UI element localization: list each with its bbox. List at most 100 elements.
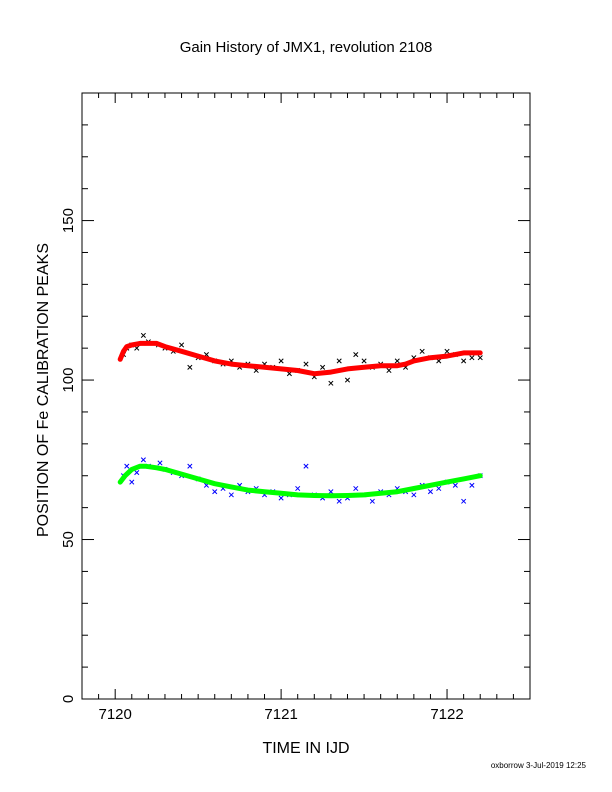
- data-point: [124, 463, 130, 469]
- data-point: [469, 482, 475, 488]
- data-point: [140, 332, 146, 338]
- fit-point: [444, 479, 450, 485]
- data-point: [157, 460, 163, 466]
- fit-point: [124, 344, 129, 349]
- fit-point: [117, 479, 123, 485]
- fit-point: [142, 341, 148, 346]
- fit-point: [411, 358, 417, 364]
- fit-point: [395, 489, 400, 494]
- y-tick-label: 100: [60, 368, 77, 393]
- fit-point: [295, 492, 300, 498]
- fit-point: [461, 350, 466, 356]
- fit-point: [162, 344, 168, 349]
- fit-point: [378, 363, 383, 368]
- fit-point: [121, 349, 126, 354]
- y-tick-label: 150: [60, 208, 77, 233]
- axis-ticks: [81, 92, 531, 700]
- fit-point: [444, 353, 450, 359]
- chart-title: Gain History of JMX1, revolution 2108: [180, 39, 433, 56]
- data-point: [469, 355, 475, 361]
- fit-point: [179, 349, 184, 354]
- data-point: [394, 358, 400, 364]
- data-point: [328, 489, 334, 495]
- data-point: [278, 358, 284, 364]
- data-point: [336, 358, 342, 364]
- fit-point: [212, 358, 217, 364]
- data-point: [187, 463, 193, 469]
- data-point: [303, 361, 309, 367]
- fit-point: [154, 465, 159, 470]
- data-point: [179, 342, 185, 348]
- fit-line: [117, 463, 483, 499]
- fit-point: [361, 365, 367, 370]
- data-point: [134, 469, 140, 476]
- fit-point: [345, 493, 350, 498]
- data-point: [452, 482, 458, 488]
- series-layer: [117, 332, 483, 504]
- y-tick-label: 50: [60, 531, 77, 548]
- data-point: [212, 489, 218, 495]
- fit-point: [295, 368, 300, 373]
- fit-point: [478, 473, 483, 478]
- data-point: [353, 485, 359, 492]
- fit-point: [129, 342, 134, 348]
- fit-point: [478, 350, 483, 356]
- fit-point: [428, 355, 433, 360]
- data-point: [344, 377, 351, 383]
- data-point: [369, 498, 375, 504]
- series-fit-lower: [117, 463, 483, 499]
- data-point: [140, 457, 146, 463]
- x-tick-label: 7120: [98, 706, 131, 723]
- fit-point: [195, 476, 201, 482]
- data-point: [411, 492, 417, 498]
- fit-point: [378, 491, 383, 496]
- plot-frame: [81, 92, 531, 700]
- x-tick-labels: 7120 7121 7122: [98, 706, 463, 723]
- fit-point: [245, 363, 251, 368]
- fit-point: [395, 363, 400, 368]
- fit-point: [195, 353, 201, 359]
- series-fit-upper: [117, 340, 483, 377]
- fit-point: [461, 476, 466, 482]
- fit-point: [312, 371, 317, 376]
- fit-point: [179, 471, 184, 477]
- fit-point: [262, 365, 267, 370]
- x-tick-label: 7122: [430, 706, 463, 723]
- x-axis-label: TIME IN IJD: [262, 740, 349, 757]
- fit-point: [212, 481, 217, 486]
- fit-point: [162, 467, 168, 472]
- data-point: [427, 489, 433, 495]
- fit-point: [278, 366, 284, 372]
- data-point: [461, 358, 467, 364]
- y-axis-label: POSITION OF Fe CALIBRATION PEAKS: [35, 243, 52, 537]
- data-point: [361, 358, 367, 364]
- x-tick-label: 7121: [264, 706, 297, 723]
- fit-point: [428, 483, 433, 488]
- data-point: [336, 498, 342, 504]
- fit-point: [312, 493, 317, 498]
- fit-point: [137, 463, 143, 469]
- y-tick-labels: 0 50 100 150: [60, 208, 77, 703]
- fit-point: [361, 492, 367, 498]
- data-point: [386, 367, 392, 374]
- fit-point: [229, 484, 234, 490]
- data-point: [353, 351, 359, 358]
- data-point: [320, 364, 326, 370]
- data-point: [295, 485, 301, 492]
- data-point: [187, 364, 193, 370]
- data-point: [436, 485, 442, 492]
- data-point: [228, 492, 234, 498]
- y-tick-label: 0: [60, 695, 77, 703]
- fit-point: [403, 361, 408, 367]
- fit-point: [142, 463, 148, 469]
- data-point: [444, 348, 450, 354]
- data-point: [328, 380, 334, 386]
- footer-credit: oxborrow 3-Jul-2019 12:25: [491, 761, 587, 770]
- data-point: [419, 348, 425, 354]
- fit-point: [411, 486, 417, 491]
- fit-point: [137, 341, 143, 346]
- data-point: [129, 479, 135, 485]
- data-point: [303, 463, 309, 469]
- fit-line: [117, 340, 483, 377]
